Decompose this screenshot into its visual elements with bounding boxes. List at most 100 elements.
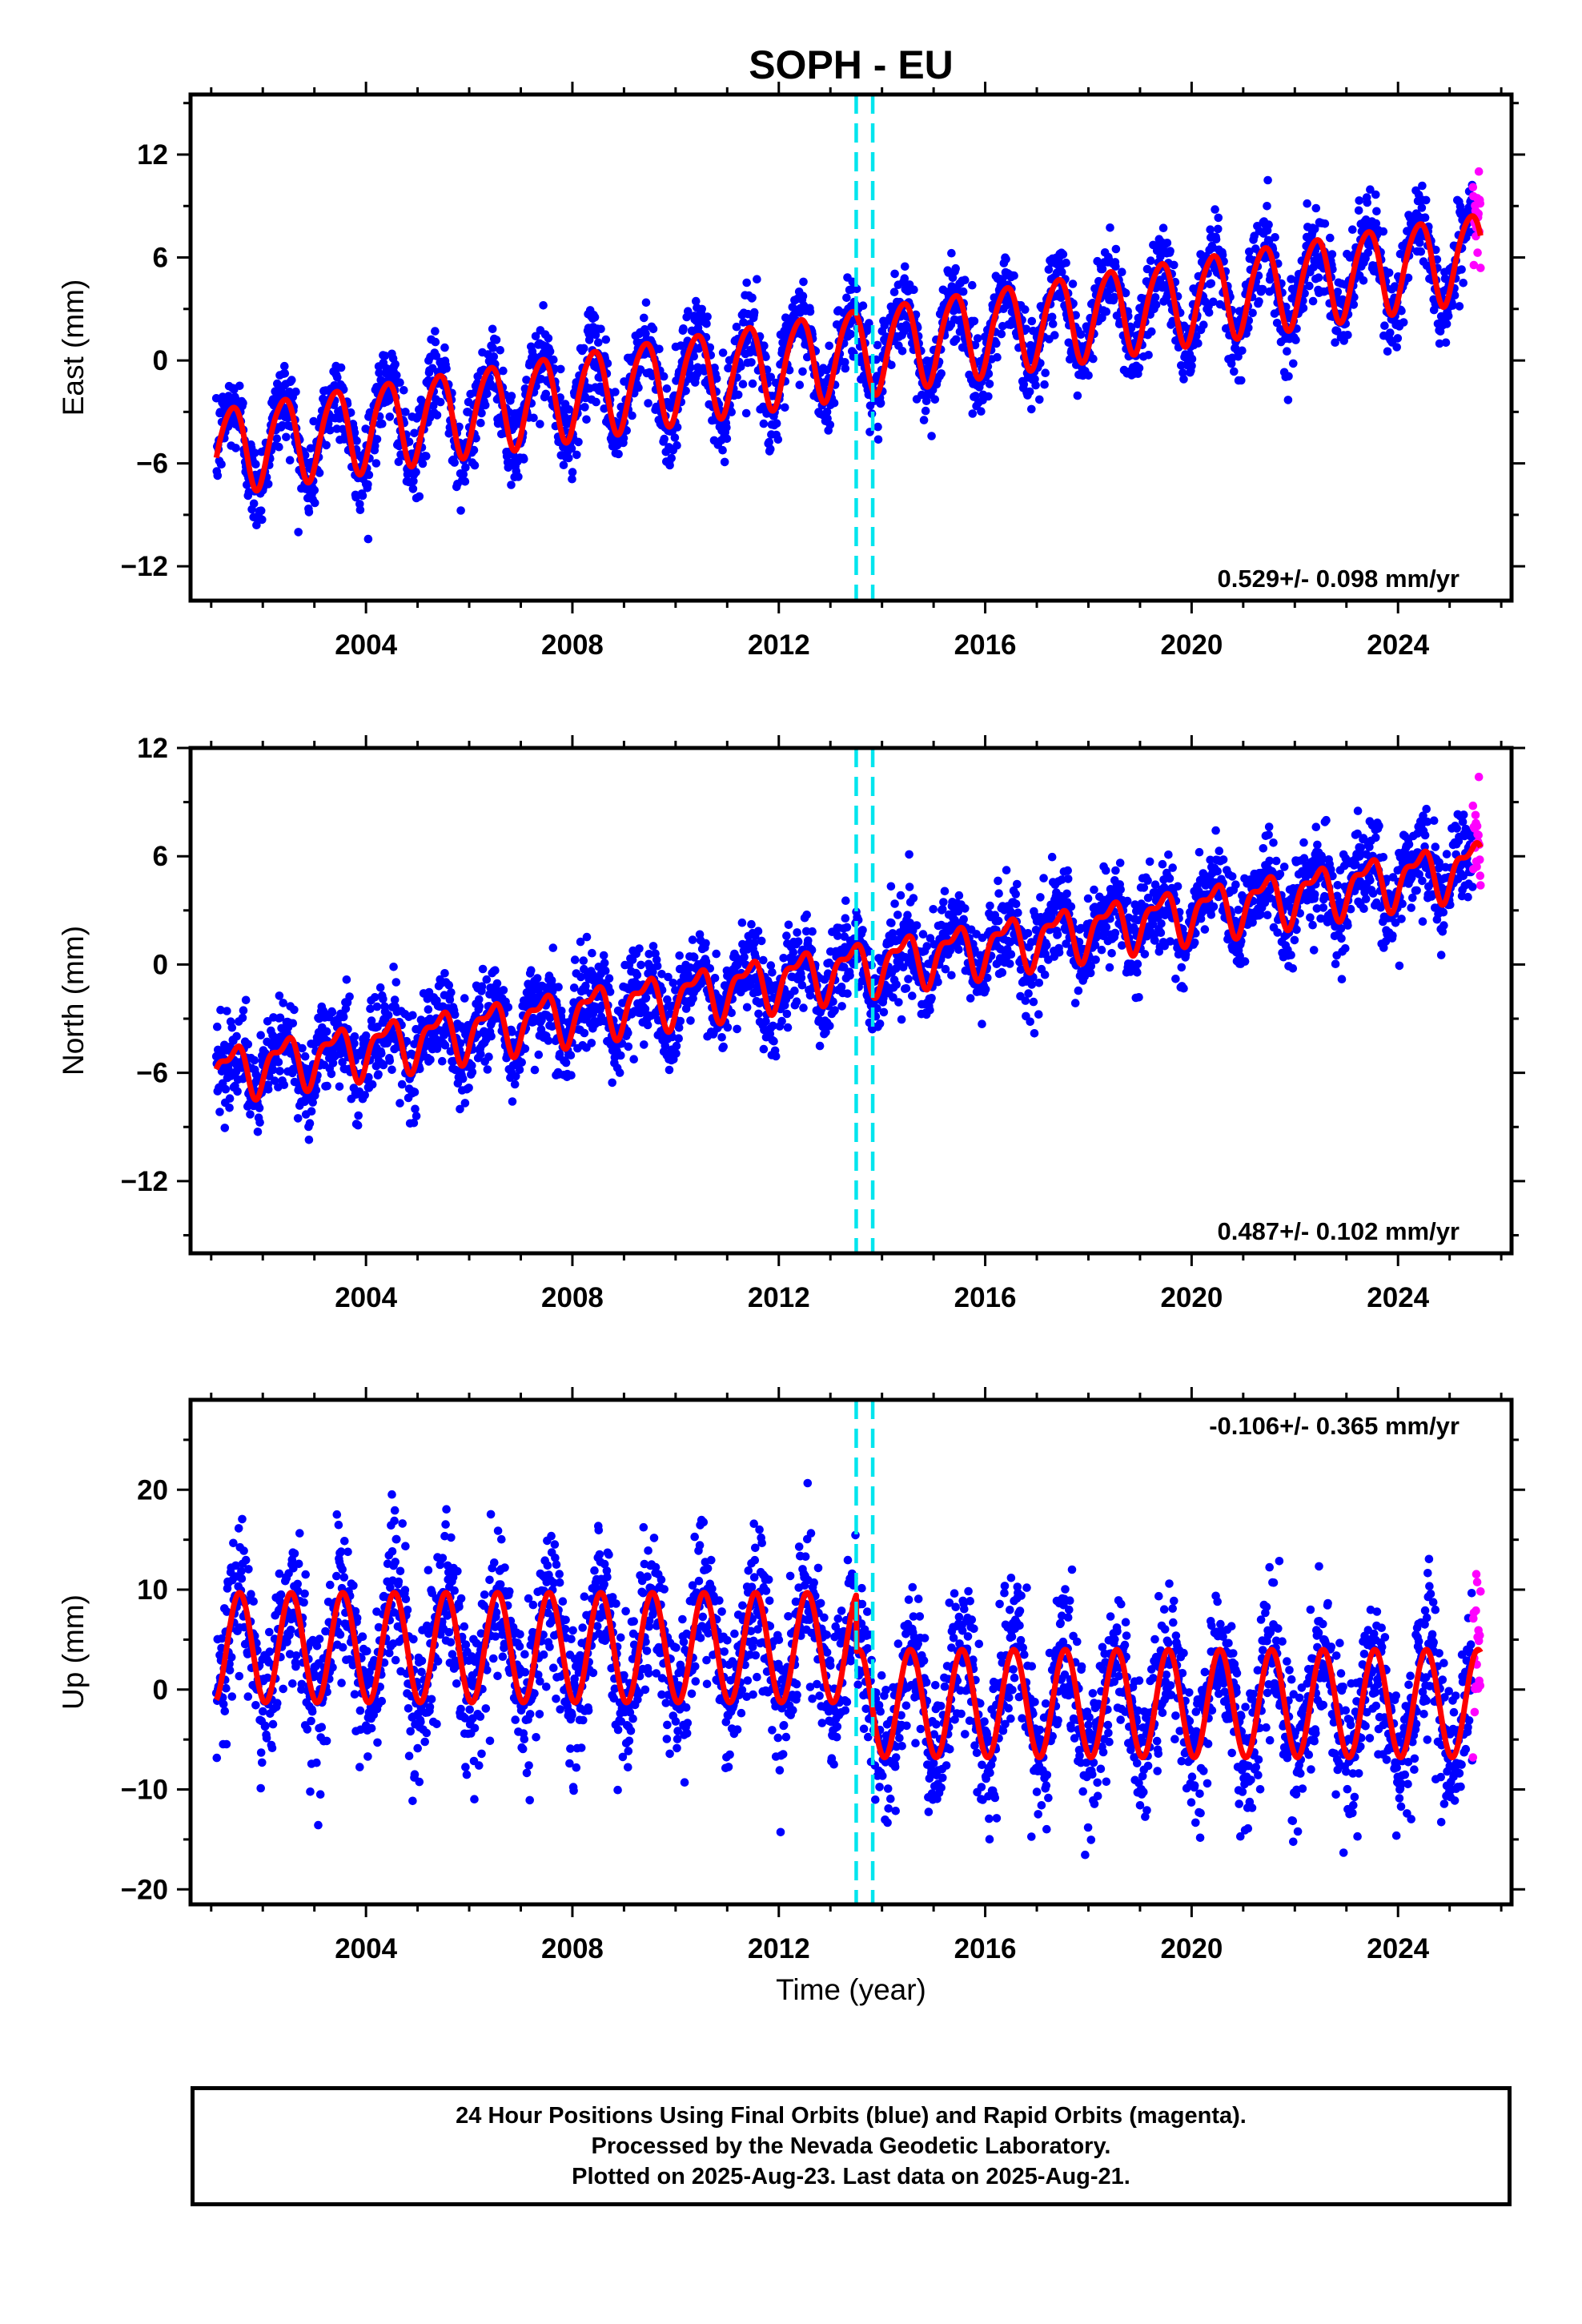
final-orbit-point (394, 457, 404, 466)
final-orbit-point (790, 986, 799, 995)
final-orbit-point (400, 386, 408, 395)
final-orbit-point (1418, 181, 1427, 191)
final-orbit-point (783, 1023, 793, 1032)
final-orbit-point (985, 380, 994, 388)
final-orbit-point (396, 1099, 404, 1108)
final-orbit-point (594, 338, 603, 348)
x-tick-label: 2020 (1160, 629, 1223, 661)
final-orbit-point (363, 480, 372, 489)
final-orbit-point (748, 293, 757, 303)
final-orbit-point (544, 334, 553, 343)
final-orbit-point (1384, 268, 1394, 277)
final-orbit-point (587, 1039, 596, 1047)
final-orbit-point (251, 460, 260, 468)
final-orbit-point (930, 395, 940, 404)
final-orbit-point (294, 528, 303, 537)
final-orbit-point (777, 1016, 786, 1026)
final-orbit-point (568, 468, 577, 476)
final-orbit-point (693, 369, 702, 378)
final-orbit-point (335, 1082, 344, 1092)
final-orbit-point (391, 360, 400, 369)
final-orbit-point (409, 476, 418, 486)
final-orbit-point (432, 411, 442, 420)
final-orbit-point (488, 324, 497, 334)
final-orbit-point (793, 937, 803, 946)
final-orbit-point (220, 1124, 230, 1132)
final-orbit-point (1158, 223, 1168, 233)
final-orbit-point (599, 951, 608, 960)
final-orbit-point (564, 405, 574, 414)
final-orbit-point (353, 1120, 363, 1130)
final-orbit-point (447, 988, 456, 997)
final-orbit-point (432, 352, 441, 360)
final-orbit-point (431, 337, 440, 347)
final-orbit-point (1393, 334, 1403, 343)
final-orbit-point (1031, 380, 1040, 390)
final-orbit-point (712, 949, 721, 959)
final-orbit-point (410, 1088, 420, 1096)
final-orbit-point (520, 455, 528, 464)
final-orbit-point (564, 453, 573, 463)
final-orbit-point (1048, 320, 1058, 328)
final-orbit-point (288, 1019, 298, 1028)
final-orbit-point (311, 498, 319, 508)
final-orbit-point (993, 352, 1002, 362)
final-orbit-point (641, 298, 651, 308)
final-orbit-point (688, 935, 697, 944)
final-orbit-point (255, 1118, 264, 1127)
final-orbit-point (1002, 866, 1011, 875)
final-orbit-point (718, 348, 728, 357)
final-orbit-point (1303, 199, 1311, 208)
final-orbit-point (927, 432, 936, 440)
final-orbit-point (1150, 293, 1160, 302)
final-orbit-point (1118, 267, 1126, 277)
final-orbit-point (951, 263, 960, 273)
final-orbit-point (858, 926, 867, 935)
final-orbit-point (333, 373, 342, 382)
final-orbit-point (1146, 256, 1155, 265)
final-orbit-point (1027, 404, 1036, 414)
final-orbit-point (1379, 227, 1388, 236)
final-orbit-point (566, 1051, 576, 1059)
final-orbit-point (355, 505, 365, 514)
final-orbit-point (460, 1099, 470, 1108)
final-orbit-point (1314, 273, 1323, 283)
final-orbit-point (1363, 198, 1371, 207)
final-orbit-point (604, 974, 614, 983)
final-orbit-point (922, 942, 932, 951)
final-orbit-point (1187, 354, 1197, 364)
final-orbit-point (1011, 899, 1021, 908)
final-orbit-point (1021, 305, 1030, 314)
final-orbit-point (947, 248, 956, 258)
final-orbit-point (1211, 205, 1219, 214)
final-orbit-point (1264, 220, 1273, 229)
final-orbit-point (947, 971, 956, 980)
final-orbit-point (1134, 364, 1144, 372)
final-orbit-point (326, 425, 335, 435)
final-orbit-point (889, 287, 899, 297)
final-orbit-point (738, 380, 748, 389)
final-orbit-point (371, 441, 379, 450)
final-orbit-point (1027, 316, 1037, 326)
final-orbit-point (614, 449, 623, 459)
final-orbit-point (1442, 320, 1452, 328)
final-orbit-point (724, 364, 733, 373)
final-orbit-point (1238, 346, 1247, 356)
final-orbit-point (998, 968, 1007, 977)
final-orbit-point (415, 492, 424, 501)
final-orbit-point (363, 534, 373, 544)
final-orbit-point (887, 919, 896, 927)
final-orbit-point (567, 444, 576, 453)
final-orbit-point (460, 994, 469, 1003)
final-orbit-point (719, 1042, 728, 1051)
final-orbit-point (480, 400, 490, 410)
final-orbit-point (327, 1069, 336, 1079)
final-orbit-point (517, 1058, 526, 1067)
final-orbit-point (901, 983, 911, 993)
final-orbit-point (323, 1081, 331, 1091)
final-orbit-point (890, 269, 899, 279)
final-orbit-point (211, 394, 221, 403)
final-orbit-point (893, 911, 902, 919)
final-orbit-point (507, 392, 516, 400)
final-orbit-point (830, 1006, 839, 1015)
